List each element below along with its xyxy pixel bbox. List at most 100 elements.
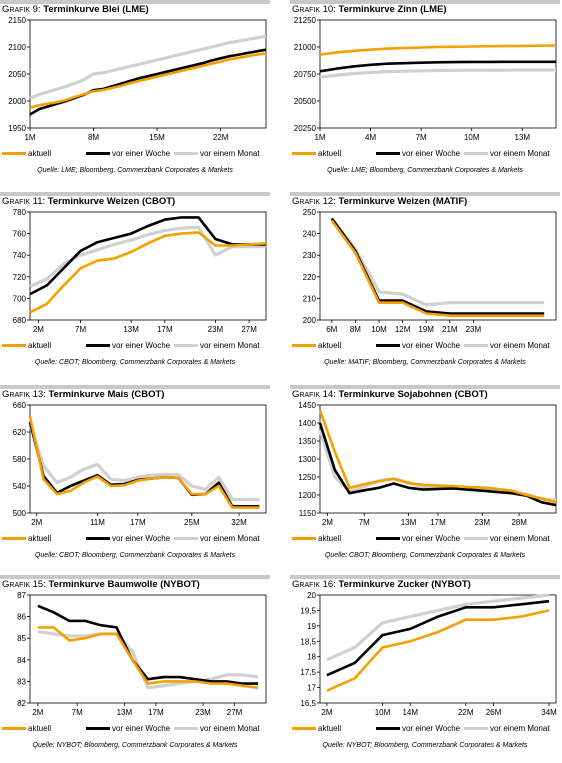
legend-label: vor einem Monat: [490, 534, 550, 543]
line-chart: 1150 1200 1250 1300 1350 1400 1450 2M 7M 13M 17M 23…: [298, 401, 557, 527]
series-line-monat: [29, 34, 267, 100]
legend-item: vor einem Monat: [464, 149, 550, 158]
y-tick-label: 1200: [298, 491, 316, 500]
chart-panel: Grafik 10: Terminkurve Zinn (LME) 20250 20…: [290, 0, 560, 188]
legend-label: vor einem Monat: [200, 534, 260, 543]
x-tick-label: 21M: [442, 325, 458, 334]
chart-panel: Grafik 9: Terminkurve Blei (LME) 1950 2000…: [0, 0, 270, 188]
plot-area: [319, 404, 557, 514]
y-tick-label: 84: [17, 656, 26, 665]
x-tick-label: 13M: [123, 325, 139, 334]
x-tick-label: 27M: [241, 325, 257, 334]
legend-swatch: [2, 152, 26, 155]
source-note: Quelle: NYBOT; Bloomberg, Commerzbank Co…: [322, 742, 528, 749]
y-tick-label: 2000: [8, 97, 26, 106]
chart-legend: aktuell vor einer Woche vor einem Monat: [2, 341, 270, 355]
panel-divider: [290, 0, 560, 4]
y-tick-label: 680: [13, 316, 27, 325]
x-tick-label: 14M: [402, 708, 418, 717]
legend-item: vor einem Monat: [464, 724, 550, 733]
x-tick-label: 8M: [88, 133, 99, 142]
legend-label: vor einer Woche: [402, 149, 461, 158]
legend-swatch: [174, 344, 198, 347]
legend-item: vor einer Woche: [376, 534, 460, 543]
x-tick-label: 15M: [149, 133, 165, 142]
chart-legend: aktuell vor einer Woche vor einem Monat: [292, 149, 560, 163]
legend-label: vor einer Woche: [112, 149, 171, 158]
legend-item: vor einem Monat: [174, 341, 260, 350]
legend-label: aktuell: [28, 149, 52, 158]
y-tick-label: 86: [17, 613, 26, 622]
legend-item: aktuell: [292, 724, 341, 733]
series-line-woche: [326, 599, 550, 677]
figure-number: Grafik 9:: [2, 4, 44, 15]
y-tick-label: 18: [307, 653, 316, 662]
legend-swatch: [292, 152, 316, 155]
y-tick-label: 210: [303, 294, 317, 303]
chart-panel: Grafik 13: Terminkurve Mais (CBOT) 500 540…: [0, 385, 270, 573]
legend-swatch: [86, 152, 110, 155]
panel-divider: [290, 575, 560, 579]
chart-title: Grafik 16: Terminkurve Zucker (NYBOT): [292, 579, 471, 590]
legend-swatch: [292, 727, 316, 730]
y-tick-label: 17: [307, 684, 316, 693]
series-line-aktuell: [319, 44, 557, 56]
x-tick-label: 25M: [184, 518, 200, 527]
x-tick-label: 10M: [375, 708, 391, 717]
legend-label: vor einer Woche: [402, 534, 461, 543]
chart-title: Grafik 10: Terminkurve Zinn (LME): [292, 4, 447, 15]
legend-item: aktuell: [2, 534, 51, 543]
figure-number: Grafik 14:: [292, 389, 339, 400]
legend-item: vor einer Woche: [86, 534, 170, 543]
x-tick-label: 12M: [395, 325, 411, 334]
y-tick-label: 580: [13, 455, 27, 464]
legend-item: aktuell: [292, 149, 341, 158]
x-tick-label: 1M: [314, 133, 325, 142]
line-chart: 16,5 17 17,5 18 18,5 19 19,5 20 2M 10M 14M 22M 26M 34…: [300, 591, 557, 717]
y-tick-label: 1300: [298, 455, 316, 464]
x-tick-label: 19M: [418, 325, 434, 334]
source-note: Quelle: CBOT; Bloomberg, Commerzbank Cor…: [34, 359, 236, 366]
y-tick-label: 20250: [294, 124, 317, 133]
y-tick-label: 18,5: [300, 637, 316, 646]
legend-swatch: [376, 727, 400, 730]
x-tick-label: 34M: [541, 708, 557, 717]
y-tick-label: 21250: [294, 16, 317, 25]
chart-legend: aktuell vor einer Woche vor einem Monat: [2, 724, 270, 738]
x-tick-label: 13M: [515, 133, 531, 142]
x-tick-label: 23M: [208, 325, 224, 334]
chart-panel: Grafik 16: Terminkurve Zucker (NYBOT) 16,…: [290, 575, 560, 763]
line-chart: 680 700 720 740 760 780 2M 7M 13M 17M 23M 27M: [13, 208, 267, 334]
chart-title: Grafik 12: Terminkurve Weizen (MATIF): [292, 196, 467, 207]
chart-title-text: Terminkurve Blei (LME): [43, 4, 149, 15]
y-tick-label: 740: [13, 251, 27, 260]
series-line-aktuell: [28, 416, 260, 509]
series-line-monat: [326, 593, 550, 662]
legend-swatch: [292, 537, 316, 540]
y-tick-label: 230: [303, 251, 317, 260]
x-tick-label: 10M: [464, 133, 480, 142]
y-tick-label: 540: [13, 482, 27, 491]
series-line-monat: [37, 630, 259, 690]
legend-label: vor einem Monat: [490, 341, 550, 350]
y-tick-label: 660: [13, 401, 27, 410]
y-tick-label: 620: [13, 428, 27, 437]
y-tick-label: 500: [13, 509, 27, 518]
y-tick-label: 21000: [294, 43, 317, 52]
series-line-monat: [319, 68, 556, 79]
figure-number: Grafik 11:: [2, 196, 48, 207]
legend-item: vor einer Woche: [86, 341, 170, 350]
legend-label: vor einer Woche: [402, 341, 461, 350]
x-tick-label: 2M: [31, 518, 42, 527]
x-tick-label: 17M: [148, 708, 164, 717]
series-line-woche: [37, 604, 259, 685]
chart-title: Grafik 15: Terminkurve Baumwolle (NYBOT): [2, 579, 200, 590]
panel-divider: [0, 385, 270, 389]
series-line-woche: [319, 60, 556, 73]
legend-label: vor einer Woche: [112, 534, 171, 543]
x-tick-label: 23M: [474, 518, 490, 527]
legend-label: vor einem Monat: [490, 149, 550, 158]
x-tick-label: 2M: [321, 708, 332, 717]
legend-swatch: [2, 344, 26, 347]
x-tick-label: 23M: [466, 325, 482, 334]
